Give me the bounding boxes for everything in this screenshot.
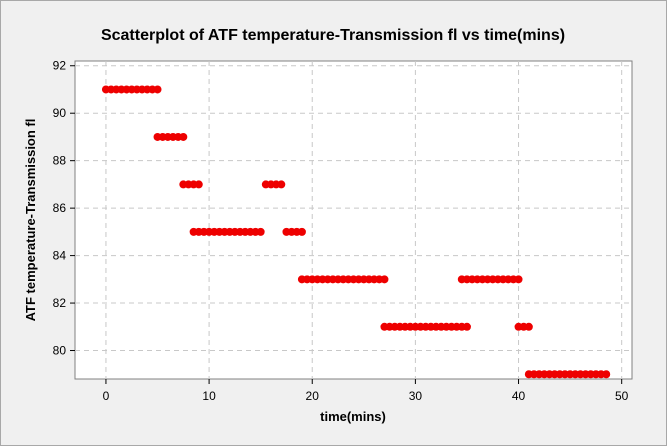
x-tick-label: 20 xyxy=(306,389,320,403)
data-point xyxy=(297,227,306,236)
y-tick-label: 88 xyxy=(53,154,67,168)
data-point xyxy=(153,85,162,94)
y-tick-label: 80 xyxy=(53,344,67,358)
plot-area xyxy=(74,60,633,380)
y-tick-label: 82 xyxy=(53,296,67,310)
y-tick-label: 92 xyxy=(53,59,67,73)
y-tick-label: 84 xyxy=(53,249,67,263)
axis-ticks: 0 10 20 30 40 50 80 82 84 86 88 90 92 xyxy=(53,59,629,403)
x-axis-label: time(mins) xyxy=(320,409,386,424)
data-point xyxy=(602,370,611,379)
y-axis-label: ATF temperature-Transmission fl xyxy=(23,119,38,322)
data-point xyxy=(194,180,203,189)
data-point xyxy=(514,275,523,284)
x-tick-label: 50 xyxy=(615,389,629,403)
data-point xyxy=(524,322,533,331)
data-point xyxy=(277,180,286,189)
data-point xyxy=(179,132,188,141)
chart-title: Scatterplot of ATF temperature-Transmiss… xyxy=(101,27,565,44)
y-tick-label: 86 xyxy=(53,201,67,215)
data-points xyxy=(101,85,611,379)
x-tick-label: 0 xyxy=(103,389,110,403)
x-tick-label: 40 xyxy=(512,389,526,403)
x-tick-label: 30 xyxy=(409,389,423,403)
data-point xyxy=(462,322,471,331)
x-tick-label: 10 xyxy=(202,389,216,403)
data-point xyxy=(380,275,389,284)
y-tick-label: 90 xyxy=(53,106,67,120)
data-point xyxy=(256,227,265,236)
